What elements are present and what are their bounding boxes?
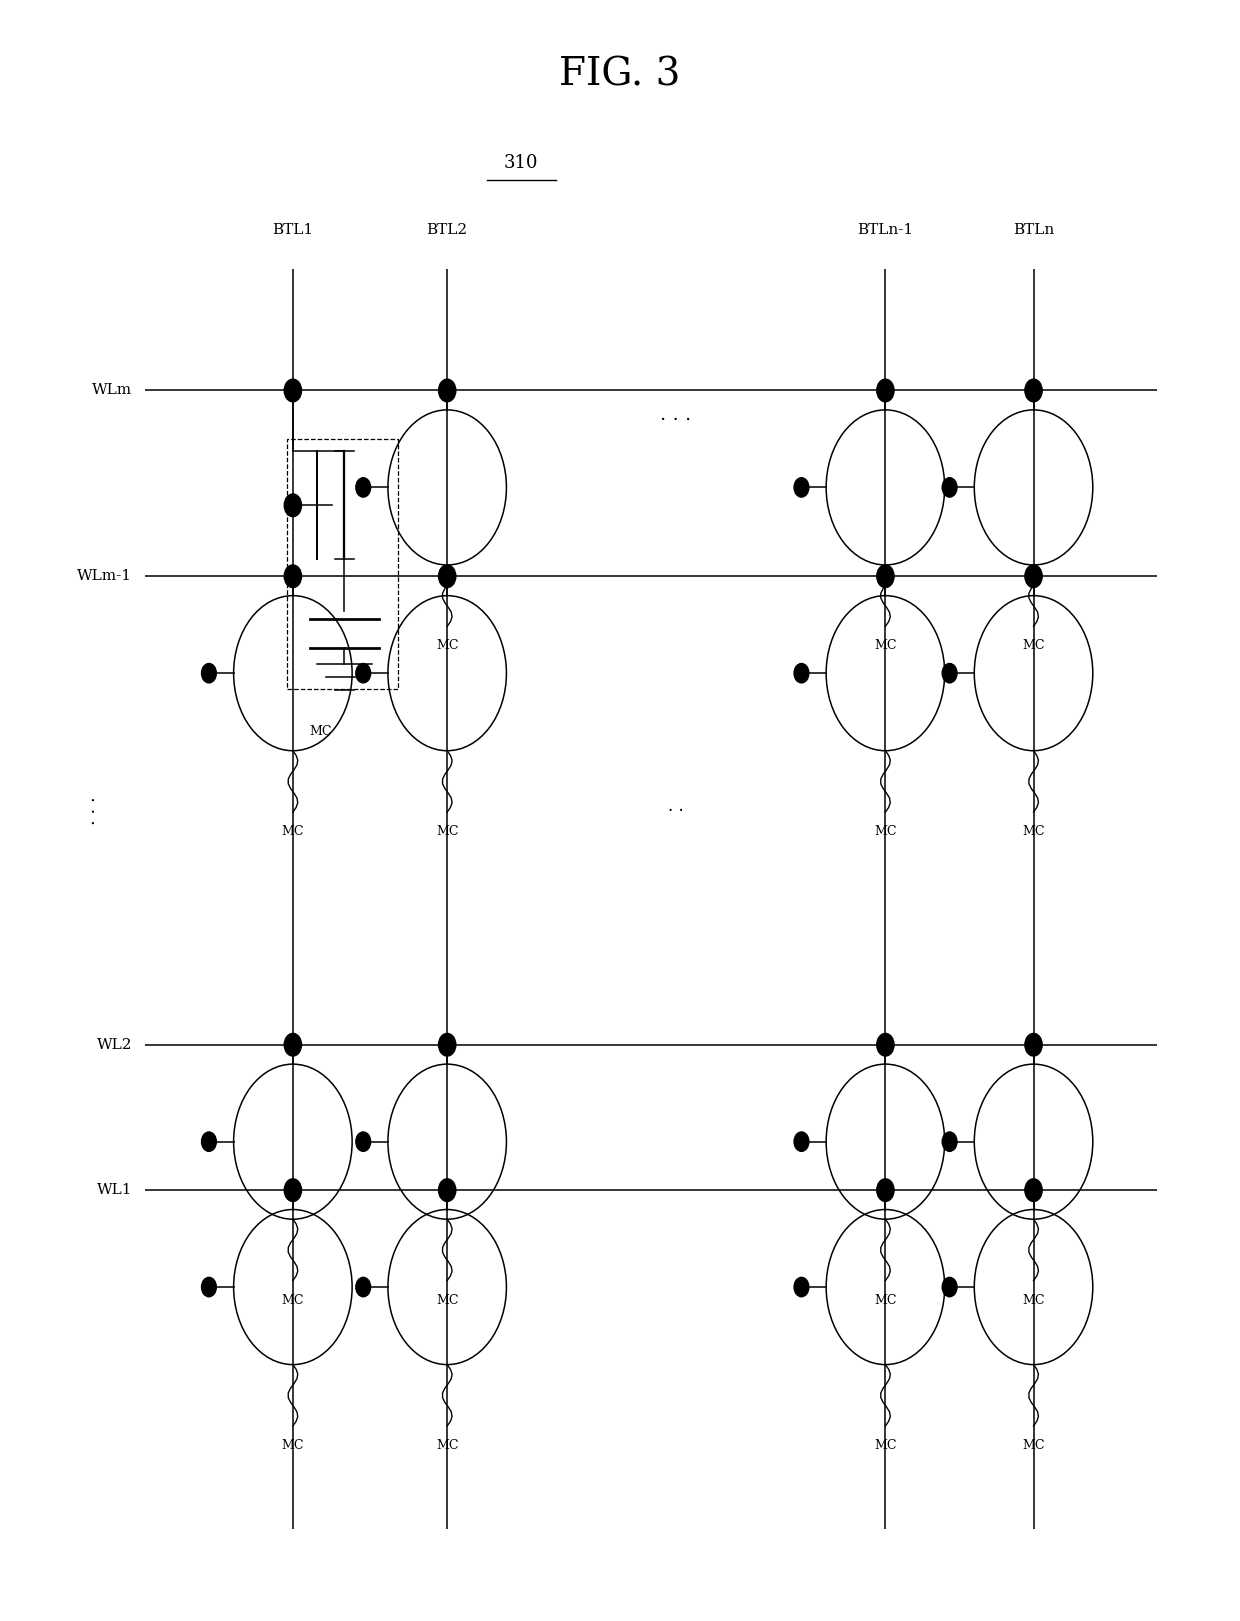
Text: MC: MC — [281, 1294, 304, 1307]
Text: MC: MC — [310, 725, 332, 738]
Circle shape — [877, 1034, 894, 1055]
Text: BTL2: BTL2 — [427, 224, 467, 237]
Text: MC: MC — [281, 1439, 304, 1452]
Circle shape — [1025, 1034, 1042, 1055]
Circle shape — [439, 566, 456, 587]
Text: · ·: · · — [667, 801, 683, 820]
Text: MC: MC — [1022, 1439, 1045, 1452]
Circle shape — [284, 1034, 301, 1055]
Text: MC: MC — [874, 825, 897, 838]
Circle shape — [942, 663, 957, 682]
Circle shape — [356, 1131, 371, 1151]
Text: MC: MC — [874, 639, 897, 652]
Circle shape — [284, 1178, 301, 1201]
Circle shape — [356, 1277, 371, 1297]
Circle shape — [439, 379, 456, 402]
Circle shape — [202, 663, 216, 682]
Text: · · ·: · · · — [87, 796, 104, 825]
Circle shape — [877, 566, 894, 587]
Circle shape — [942, 1277, 957, 1297]
Text: 310: 310 — [503, 154, 538, 172]
Circle shape — [202, 1277, 216, 1297]
Circle shape — [794, 1277, 808, 1297]
Circle shape — [284, 379, 301, 402]
Circle shape — [284, 494, 301, 517]
Text: WL2: WL2 — [97, 1037, 133, 1052]
Text: MC: MC — [436, 825, 459, 838]
Circle shape — [439, 1178, 456, 1201]
Circle shape — [877, 1178, 894, 1201]
Text: MC: MC — [1022, 639, 1045, 652]
Circle shape — [1025, 379, 1042, 402]
Circle shape — [877, 379, 894, 402]
Circle shape — [356, 663, 371, 682]
Text: WLm: WLm — [92, 384, 133, 397]
Text: MC: MC — [874, 1294, 897, 1307]
Circle shape — [942, 1131, 957, 1151]
Circle shape — [1025, 566, 1042, 587]
Circle shape — [794, 478, 808, 498]
Text: FIG. 3: FIG. 3 — [559, 57, 681, 94]
Text: MC: MC — [1022, 1294, 1045, 1307]
Circle shape — [439, 1034, 456, 1055]
Text: MC: MC — [436, 1439, 459, 1452]
Circle shape — [356, 478, 371, 498]
Text: BTLn-1: BTLn-1 — [857, 224, 914, 237]
Text: BTL1: BTL1 — [273, 224, 314, 237]
Circle shape — [794, 663, 808, 682]
Text: BTLn: BTLn — [1013, 224, 1054, 237]
Circle shape — [284, 566, 301, 587]
Text: MC: MC — [436, 1294, 459, 1307]
Circle shape — [794, 1131, 808, 1151]
Text: MC: MC — [436, 639, 459, 652]
Text: MC: MC — [281, 825, 304, 838]
Circle shape — [1025, 1178, 1042, 1201]
Text: MC: MC — [1022, 825, 1045, 838]
Circle shape — [202, 1131, 216, 1151]
Circle shape — [942, 478, 957, 498]
Text: WL1: WL1 — [97, 1183, 133, 1198]
Text: WLm-1: WLm-1 — [77, 569, 133, 584]
Text: MC: MC — [874, 1439, 897, 1452]
Text: . . .: . . . — [660, 405, 691, 425]
